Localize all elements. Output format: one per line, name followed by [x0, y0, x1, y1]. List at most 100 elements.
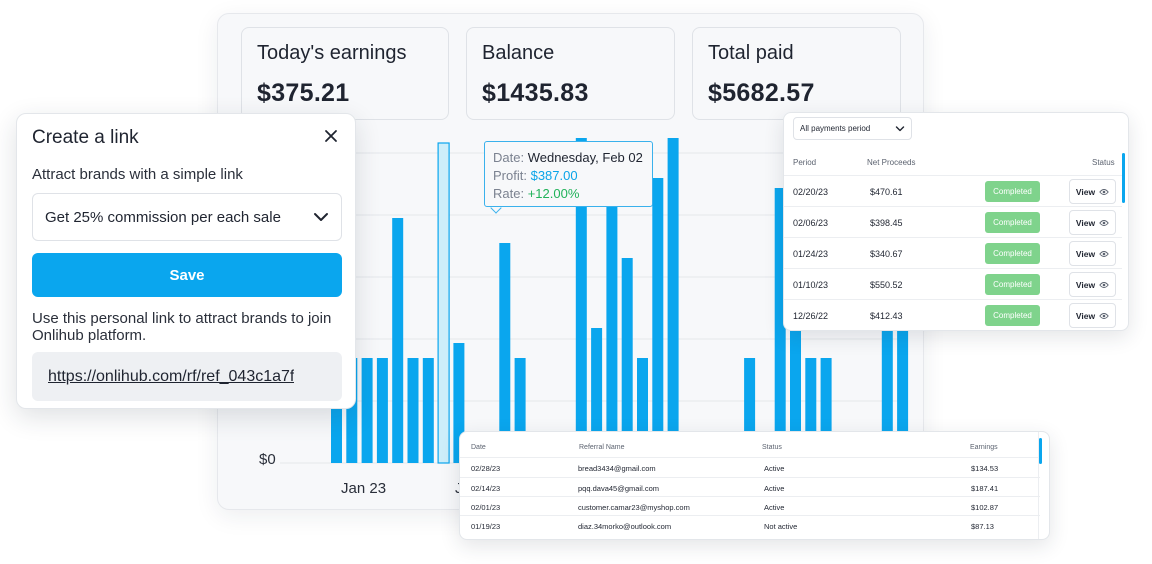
column-header-status: Status — [762, 444, 782, 451]
view-button[interactable]: View — [1069, 179, 1116, 204]
payment-amount: $398.45 — [870, 218, 903, 228]
referral-row: 02/28/23 bread3434@gmail.com Active $134… — [460, 457, 1040, 477]
referral-row: 02/01/23 customer.camar23@myshop.com Act… — [460, 496, 1040, 516]
eye-icon — [1099, 188, 1109, 195]
referral-status: Active — [764, 503, 785, 512]
referral-link[interactable]: https://onlihub.com/rf/ref_043c1a7f — [48, 367, 295, 385]
payment-row: 02/06/23 $398.45 Completed View — [784, 206, 1122, 237]
chart-bar[interactable] — [881, 203, 893, 463]
eye-icon — [1099, 312, 1109, 319]
chart-bar[interactable] — [621, 258, 633, 463]
payment-row: 01/10/23 $550.52 Completed View — [784, 268, 1122, 299]
chart-bar[interactable] — [652, 178, 664, 463]
referral-email: bread3434@gmail.com — [578, 464, 656, 473]
payment-period: 01/24/23 — [793, 249, 829, 259]
view-label: View — [1075, 217, 1096, 228]
chart-bar[interactable] — [774, 188, 786, 463]
payment-period: 02/20/23 — [793, 187, 829, 197]
chart-bar[interactable] — [346, 358, 358, 463]
payment-amount: $412.43 — [870, 311, 903, 321]
chart-bar[interactable] — [805, 358, 817, 463]
referral-link-box[interactable]: https://onlihub.com/rf/ref_043c1a7f — [32, 352, 342, 401]
eye-icon — [1099, 219, 1109, 226]
stat-card-total-paid: Total paid $5682.57 — [692, 27, 901, 120]
tooltip-date-label: Date: — [493, 150, 525, 165]
view-button[interactable]: View — [1069, 241, 1116, 266]
stat-value: $5682.57 — [708, 79, 815, 107]
chart-bar[interactable] — [514, 358, 526, 463]
chevron-down-icon — [895, 125, 905, 131]
chart-bar[interactable] — [591, 328, 603, 463]
chart-bar[interactable] — [499, 243, 511, 463]
payment-period: 01/10/23 — [793, 280, 829, 290]
tooltip-rate: +12.00% — [527, 186, 580, 201]
chart-bar[interactable] — [453, 343, 465, 463]
chevron-down-icon — [314, 213, 328, 221]
dialog-subtitle: Attract brands with a simple link — [32, 166, 243, 183]
chart-bar[interactable] — [637, 358, 648, 463]
chart-bar-highlighted[interactable] — [437, 142, 450, 464]
view-button[interactable]: View — [1069, 272, 1116, 297]
chart-bar[interactable] — [331, 358, 342, 463]
column-header-net-proceeds: Net Proceeds — [867, 158, 916, 167]
commission-select-value: Get 25% commission per each sale — [45, 208, 281, 226]
referral-email: customer.camar23@myshop.com — [578, 503, 690, 512]
referral-row: 01/19/23 diaz.34morko@outlook.com Not ac… — [460, 515, 1040, 535]
close-icon — [325, 130, 337, 142]
referral-status: Not active — [764, 522, 798, 531]
view-label: View — [1075, 279, 1096, 290]
payments-table-panel: All payments period Period Net Proceeds … — [783, 112, 1129, 331]
eye-icon — [1099, 281, 1109, 288]
stat-value: $375.21 — [257, 79, 350, 107]
column-header-date: Date — [471, 444, 486, 451]
status-badge: Completed — [985, 305, 1040, 326]
chart-bar[interactable] — [376, 358, 388, 463]
view-button[interactable]: View — [1069, 303, 1116, 328]
chart-bar[interactable] — [422, 358, 434, 463]
chart-bar[interactable] — [744, 358, 756, 463]
payment-row: 01/24/23 $340.67 Completed View — [784, 237, 1122, 268]
stat-label: Total paid — [708, 42, 794, 64]
commission-select[interactable]: Get 25% commission per each sale — [32, 193, 342, 241]
close-button[interactable] — [319, 124, 343, 148]
tooltip-rate-label: Rate: — [493, 186, 525, 201]
referral-date: 02/14/23 — [471, 484, 501, 493]
referrals-table-panel: Date Referral Name Status Earnings 02/28… — [459, 431, 1050, 540]
chart-tooltip: Date: Wednesday, Feb 02 Profit: $387.00 … — [484, 141, 653, 207]
view-label: View — [1075, 248, 1096, 259]
scrollbar-track — [1038, 432, 1039, 539]
column-header-status: Status — [1092, 158, 1115, 167]
chart-bar[interactable] — [606, 203, 618, 463]
referral-status: Active — [764, 484, 785, 493]
view-button[interactable]: View — [1069, 210, 1116, 235]
chart-bar[interactable] — [667, 138, 679, 463]
payment-period: 02/06/23 — [793, 218, 829, 228]
save-button[interactable]: Save — [32, 253, 342, 297]
eye-icon — [1099, 250, 1109, 257]
referral-date: 02/01/23 — [471, 503, 501, 512]
column-header-earnings: Earnings — [970, 444, 998, 451]
scrollbar[interactable] — [1122, 153, 1125, 203]
dialog-title: Create a link — [32, 127, 139, 148]
payments-period-select[interactable]: All payments period — [793, 117, 912, 140]
chart-bar[interactable] — [820, 358, 832, 463]
payment-row: 02/20/23 $470.61 Completed View — [784, 175, 1122, 206]
referral-date: 01/19/23 — [471, 522, 501, 531]
chart-bar[interactable] — [361, 358, 373, 463]
chart-bar[interactable] — [575, 138, 587, 463]
referral-earnings: $134.53 — [971, 464, 999, 473]
stat-label: Today's earnings — [257, 42, 407, 64]
chart-bar[interactable] — [392, 218, 404, 463]
referral-row: 02/14/23 pqq.dava45@gmail.com Active $18… — [460, 477, 1040, 497]
chart-bar[interactable] — [407, 358, 419, 463]
column-header-period: Period — [793, 158, 817, 167]
payment-amount: $550.52 — [870, 280, 903, 290]
payments-period-value: All payments period — [800, 124, 871, 133]
payment-period: 12/26/22 — [793, 311, 829, 321]
status-badge: Completed — [985, 274, 1040, 295]
payment-row: 12/26/22 $412.43 Completed View — [784, 299, 1122, 330]
scrollbar[interactable] — [1039, 438, 1042, 464]
status-badge: Completed — [985, 212, 1040, 233]
chart-bar[interactable] — [790, 253, 801, 463]
stat-card-balance: Balance $1435.83 — [466, 27, 675, 120]
